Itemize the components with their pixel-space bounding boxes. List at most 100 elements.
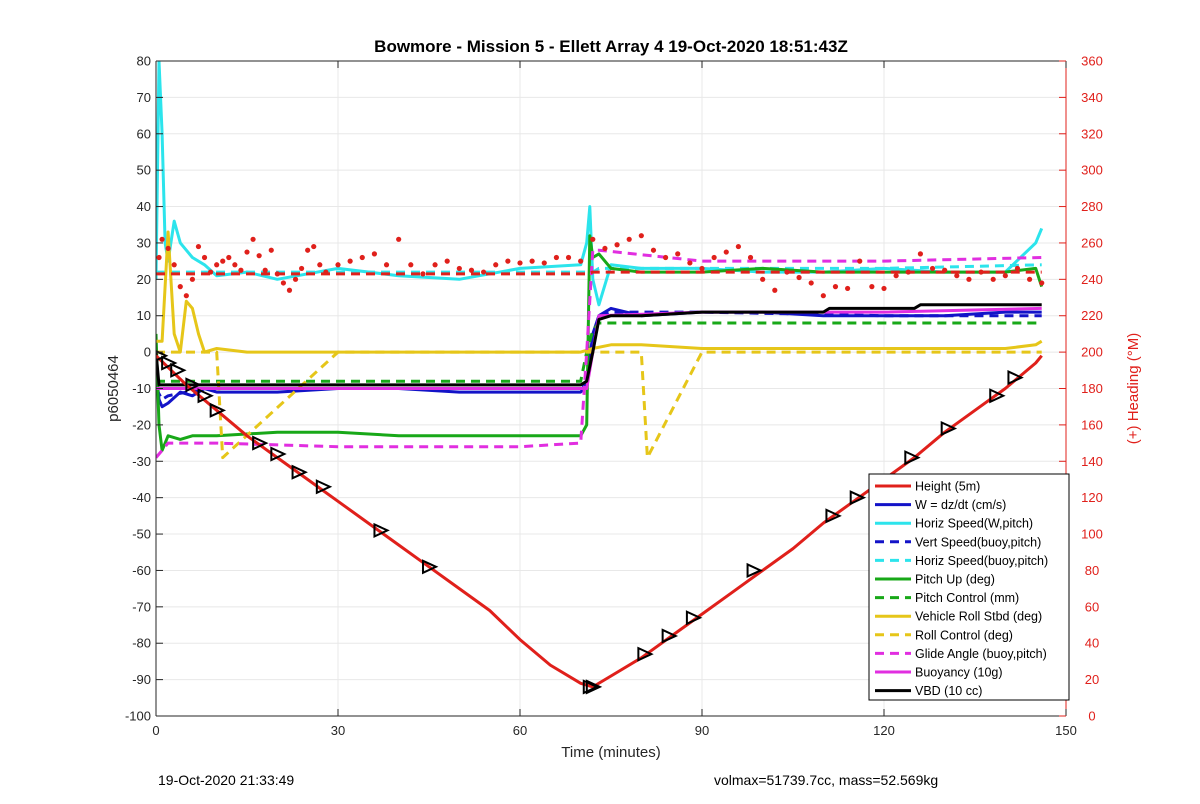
series-group — [156, 61, 1045, 695]
legend-item: Height (5m) — [875, 480, 980, 494]
legend-label: Pitch Control (mm) — [915, 591, 1019, 605]
y-left-tick-label: -90 — [132, 672, 151, 687]
series-line-pitch-control-mm — [156, 321, 1042, 383]
heading-point — [383, 262, 390, 268]
legend-label: Glide Angle (buoy,pitch) — [915, 647, 1047, 661]
heading-point — [292, 276, 299, 282]
depth-markers — [156, 350, 1024, 695]
heading-point — [183, 293, 189, 299]
series-line-glide-angle-buoy-pitch — [156, 248, 1042, 459]
heading-point — [638, 233, 644, 239]
y-right-tick-label: 40 — [1085, 636, 1099, 651]
y-right-tick-label: 220 — [1081, 308, 1103, 323]
heading-point — [396, 236, 402, 242]
heading-point — [772, 287, 778, 293]
y-left-tick-label: 70 — [137, 90, 151, 105]
depth-marker — [746, 562, 763, 579]
legend-label: Roll Control (deg) — [915, 628, 1013, 642]
legend-item: VBD (10 cc) — [875, 684, 982, 698]
depth-marker — [940, 420, 958, 437]
heading-point — [305, 247, 311, 253]
heading-point — [420, 271, 426, 277]
heading-point — [1002, 273, 1008, 279]
depth-marker — [161, 355, 178, 371]
legend-label: W = dz/dt (cm/s) — [915, 498, 1006, 512]
heading-point — [954, 273, 960, 279]
legend-label: Height (5m) — [915, 480, 980, 494]
heading-point — [699, 265, 705, 272]
x-tick-label: 30 — [331, 723, 345, 738]
y-right-tick-label: 100 — [1081, 527, 1103, 542]
legend-label: Horiz Speed(W,pitch) — [915, 517, 1033, 531]
heading-point — [256, 253, 262, 259]
heading-point — [553, 254, 560, 261]
y-right-tick-label: 160 — [1081, 417, 1103, 432]
x-tick-label: 120 — [873, 723, 895, 738]
depth-marker — [373, 522, 390, 538]
footer-timestamp: 19-Oct-2020 21:33:49 — [158, 772, 295, 788]
legend-label: Pitch Up (deg) — [915, 573, 995, 587]
depth-marker — [422, 559, 439, 575]
legend: Height (5m) W = dz/dt (cm/s) Horiz Speed(W… — [868, 473, 1070, 701]
footer-stats: volmax=51739.7cc, mass=52.569kg — [714, 772, 939, 788]
y-left-tick-label: -20 — [132, 417, 151, 432]
legend-item: Glide Angle (buoy,pitch) — [875, 647, 1047, 661]
legend-item: Pitch Control (mm) — [875, 591, 1019, 605]
heading-point — [675, 251, 681, 257]
heading-point — [359, 254, 365, 261]
heading-point — [432, 262, 438, 268]
heading-point — [177, 284, 183, 290]
depth-marker — [315, 479, 333, 495]
heading-point — [268, 247, 274, 253]
y-axis-label-left: p6050464 — [105, 355, 122, 422]
heading-point — [626, 236, 632, 242]
y-right-tick-label: 20 — [1085, 672, 1099, 687]
heading-point — [845, 285, 851, 292]
heading-point — [711, 254, 717, 261]
y-left-tick-label: 80 — [137, 54, 151, 69]
heading-point — [942, 267, 948, 273]
heading-point — [966, 276, 972, 282]
heading-point — [481, 269, 487, 275]
y-left-tick-label: -60 — [132, 563, 151, 578]
heading-point — [156, 254, 162, 261]
depth-marker — [849, 490, 867, 506]
legend-item: Horiz Speed(buoy,pitch) — [875, 554, 1048, 568]
x-tick-label: 150 — [1055, 723, 1077, 738]
heading-point — [978, 269, 984, 275]
heading-point — [232, 262, 238, 268]
heading-point — [195, 243, 202, 250]
heading-point — [347, 258, 353, 264]
legend-item: Horiz Speed(W,pitch) — [875, 517, 1033, 531]
y-right-tick-label: 80 — [1085, 563, 1099, 578]
y-right-tick-label: 300 — [1081, 163, 1103, 178]
heading-point — [408, 262, 414, 268]
heading-point — [760, 276, 766, 282]
heading-point — [602, 245, 608, 252]
depth-marker — [209, 402, 227, 418]
heading-point — [493, 262, 499, 268]
heading-point — [905, 269, 911, 275]
heading-point — [881, 285, 887, 292]
legend-item: Vert Speed(buoy,pitch) — [875, 535, 1041, 549]
heading-point — [444, 258, 450, 264]
y-left-tick-label: 30 — [137, 235, 151, 250]
heading-point — [723, 249, 729, 255]
heading-point — [687, 260, 693, 266]
heading-point — [1039, 280, 1045, 286]
heading-point — [226, 254, 232, 261]
series-line-horiz-speed-buoy-pitch — [156, 263, 1042, 274]
heading-point — [529, 258, 535, 264]
heading-point — [286, 287, 293, 293]
depth-marker — [1007, 370, 1024, 386]
legend-item: W = dz/dt (cm/s) — [875, 498, 1006, 512]
y-left-tick-label: 20 — [137, 272, 151, 287]
depth-marker — [170, 362, 187, 378]
legend-item: Pitch Up (deg) — [875, 573, 995, 587]
heading-point — [893, 273, 899, 279]
series-line-roll-control-deg — [156, 350, 1042, 460]
heading-point — [208, 269, 214, 275]
y-left-tick-label: -50 — [132, 527, 151, 542]
heading-point — [165, 245, 171, 252]
